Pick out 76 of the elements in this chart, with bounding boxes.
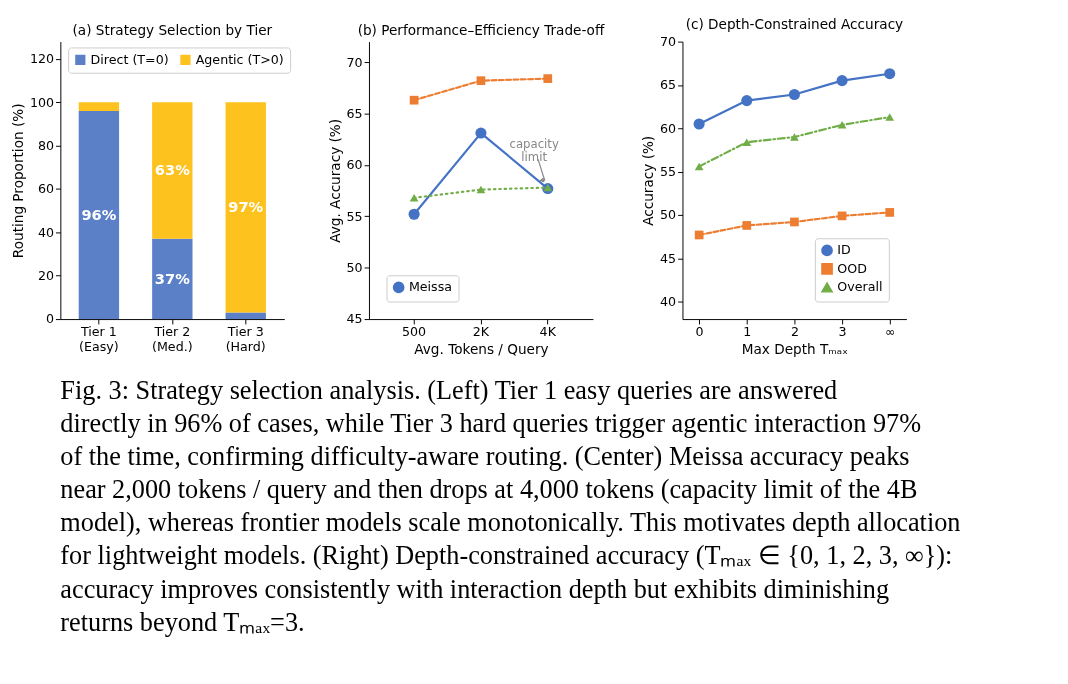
point bbox=[790, 133, 799, 141]
x-tick-label: 1 bbox=[743, 324, 752, 340]
y-tick-label: 0 bbox=[45, 311, 55, 327]
y-tick-label: 60 bbox=[346, 157, 363, 173]
chart-title: (a) Strategy Selection by Tier bbox=[72, 21, 273, 38]
y-tick-label: 55 bbox=[660, 164, 677, 180]
x-tick-label: ∞ bbox=[884, 324, 896, 340]
point bbox=[741, 95, 753, 107]
bar bbox=[152, 102, 193, 239]
y-tick-label: 60 bbox=[37, 181, 55, 197]
y-tick-label: 70 bbox=[660, 33, 677, 49]
x-tick-label: Tier 3 (Hard) bbox=[225, 324, 266, 354]
legend-label: Direct (T=0) bbox=[90, 51, 169, 67]
data-label: 37% bbox=[154, 269, 191, 287]
bar bbox=[78, 102, 120, 111]
x-tick-label: 2K bbox=[472, 324, 490, 340]
x-tick-label: Tier 2 (Med.) bbox=[152, 324, 193, 354]
y-tick-label: 50 bbox=[346, 260, 363, 276]
point bbox=[836, 75, 848, 87]
x-tick-label: 500 bbox=[402, 324, 427, 340]
point bbox=[408, 208, 420, 220]
legend-label: Meissa bbox=[408, 279, 453, 295]
point bbox=[885, 208, 895, 217]
data-label: 97% bbox=[228, 198, 264, 216]
bar bbox=[152, 238, 193, 320]
legend-label: OOD bbox=[837, 260, 867, 276]
y-tick-label: 45 bbox=[660, 250, 677, 266]
legend-label: Overall bbox=[837, 279, 883, 295]
point bbox=[884, 68, 896, 80]
y-axis-title: Accuracy (%) bbox=[640, 135, 657, 226]
bar bbox=[225, 102, 266, 313]
chart-title: (c) Depth-Constrained Accuracy bbox=[685, 15, 904, 32]
caption: Fig. 3: Strategy selection analysis. (Left) Tier 1 easy queries are answered directly in 96% of cases, while Tier 3 hard queries trigger agentic interaction 97% of the time, confirming difficulty-aware routing. (Center) Meissa accuracy peaks near 2,000 tokens / query and then drops at 4,000 tokens (capacity limit of the 4B model), whereas frontier models scale monotonically. This motivates depth allocation for lightweight models. (Right) Depth-constrained accuracy (Tₘₐₓ ∈ {0, 1, 2, 3, ∞}): accuracy improves consistently with interaction depth but exhibits diminishing returns beyond Tₘₐₓ=3. bbox=[60, 375, 961, 637]
point bbox=[742, 221, 752, 230]
point bbox=[409, 95, 419, 105]
y-tick-label: 50 bbox=[660, 207, 677, 223]
y-tick-label: 100 bbox=[29, 94, 55, 110]
point bbox=[476, 76, 486, 86]
data-label: 96% bbox=[81, 205, 117, 223]
y-tick-label: 40 bbox=[37, 224, 55, 240]
x-tick-label: 0 bbox=[695, 324, 704, 340]
point bbox=[409, 194, 419, 202]
x-tick-label: 3 bbox=[838, 324, 847, 340]
y-tick-label: 55 bbox=[346, 208, 363, 224]
x-tick-label: Tier 1 (Easy) bbox=[79, 324, 119, 354]
y-tick-label: 80 bbox=[37, 138, 55, 154]
y-tick-label: 40 bbox=[660, 294, 677, 310]
y-tick-label: 70 bbox=[346, 54, 363, 70]
point bbox=[694, 162, 704, 171]
chart-title: (b) Performance–Efficiency Trade-off bbox=[357, 21, 605, 38]
x-axis-title: Max Depth Tₘₐₓ bbox=[741, 340, 849, 357]
annotation: capacity limit bbox=[509, 136, 559, 165]
y-tick-label: 120 bbox=[29, 51, 55, 67]
y-tick-label: 65 bbox=[346, 105, 363, 121]
legend-label: ID bbox=[837, 242, 851, 258]
x-axis-title: Avg. Tokens / Query bbox=[414, 340, 549, 357]
y-tick-label: 65 bbox=[660, 77, 677, 93]
y-tick-label: 60 bbox=[660, 120, 677, 136]
y-tick-label: 45 bbox=[346, 311, 363, 327]
point bbox=[885, 113, 895, 121]
point bbox=[475, 127, 487, 139]
point bbox=[790, 217, 799, 227]
point bbox=[742, 138, 752, 146]
bar bbox=[78, 110, 120, 320]
y-tick-label: 20 bbox=[37, 268, 55, 284]
x-tick-label: 4K bbox=[539, 324, 557, 340]
y-axis-title: Avg. Accuracy (%) bbox=[326, 118, 343, 243]
legend-label: Agentic (T>0) bbox=[195, 51, 284, 67]
bar bbox=[225, 312, 266, 320]
data-label: 63% bbox=[154, 161, 191, 179]
y-axis-title: Routing Proportion (%) bbox=[10, 103, 27, 259]
x-tick-label: 2 bbox=[790, 324, 799, 340]
point bbox=[788, 88, 800, 101]
point bbox=[837, 121, 847, 129]
point bbox=[543, 74, 553, 83]
point bbox=[693, 118, 705, 130]
